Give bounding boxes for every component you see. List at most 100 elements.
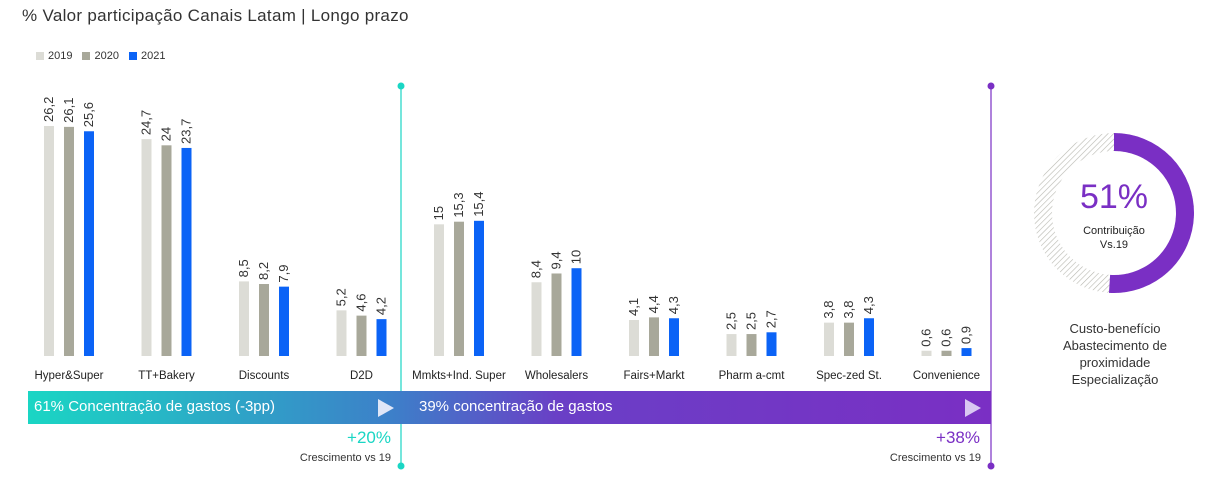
category-label-3: D2D xyxy=(350,370,373,382)
bar-2020-9 xyxy=(941,350,952,356)
data-label-2021-2: 7,9 xyxy=(276,265,291,283)
legend-swatch-2020 xyxy=(82,52,91,60)
bar-2020-7 xyxy=(746,334,757,356)
data-label-2021-1: 23,7 xyxy=(179,119,194,144)
bar-2021-1 xyxy=(181,147,192,356)
data-label-2021-7: 2,7 xyxy=(764,310,779,328)
chart-title: % Valor participação Canais Latam | Long… xyxy=(22,6,409,25)
data-label-2021-0: 25,6 xyxy=(81,102,96,127)
bar-2021-5 xyxy=(571,268,582,356)
teal-divider-bottom-dot xyxy=(397,462,405,470)
data-label-2021-9: 0,9 xyxy=(959,326,974,344)
data-label-2020-7: 2,5 xyxy=(744,312,759,330)
bar-2021-7 xyxy=(766,332,777,356)
donut-caption-line1: Contribuição xyxy=(1083,225,1145,237)
side-line-2: Abastecimento de xyxy=(1062,338,1168,353)
bar-2020-2 xyxy=(259,284,269,356)
growth-left-value: +20% xyxy=(347,428,391,447)
category-label-6: Fairs+Markt xyxy=(623,370,685,382)
data-label-2020-6: 4,4 xyxy=(646,295,661,313)
donut-value-arc xyxy=(1108,133,1194,293)
bar-2019-8 xyxy=(824,322,834,356)
band-right-text: 39% concentração de gastos xyxy=(419,398,613,415)
side-line-1: Custo-benefício xyxy=(1069,321,1161,336)
legend-swatch-2021 xyxy=(128,52,137,60)
bar-2021-0 xyxy=(84,131,94,356)
bar-2020-8 xyxy=(844,322,854,356)
side-line-3: proximidade xyxy=(1079,355,1151,370)
side-description: Custo-benefício Abastecimento de proximi… xyxy=(1030,320,1200,388)
data-label-2020-0: 26,1 xyxy=(61,98,76,123)
donut-caption-line2: Vs.19 xyxy=(1099,239,1129,251)
data-label-2019-4: 15 xyxy=(431,206,446,220)
growth-left-label: Crescimento vs 19 xyxy=(299,452,391,464)
legend-item-2019: 2019 xyxy=(36,50,72,62)
growth-right-value: +38% xyxy=(936,428,980,447)
band-gradient xyxy=(28,391,991,424)
data-label-2020-2: 8,2 xyxy=(256,262,271,280)
category-label-1: TT+Bakery xyxy=(138,370,195,382)
bar-2020-5 xyxy=(551,273,562,356)
bar-2021-8 xyxy=(864,318,874,356)
bar-2019-9 xyxy=(921,350,932,356)
legend-label-2020: 2020 xyxy=(94,50,119,62)
legend-label-2019: 2019 xyxy=(48,50,73,62)
bar-2019-5 xyxy=(531,282,542,356)
bar-2020-3 xyxy=(356,315,367,356)
category-label-9: Convenience xyxy=(913,370,980,382)
teal-divider-top-dot xyxy=(397,82,405,90)
category-label-5: Wholesalers xyxy=(525,370,589,382)
bar-2019-3 xyxy=(336,310,347,356)
bar-2020-0 xyxy=(64,126,74,356)
concentration-band xyxy=(28,391,991,424)
bar-2019-7 xyxy=(726,334,737,356)
bar-2020-4 xyxy=(454,221,464,356)
data-label-2020-8: 3,8 xyxy=(841,301,856,319)
data-label-2020-9: 0,6 xyxy=(939,329,954,347)
data-label-2020-5: 9,4 xyxy=(549,251,564,269)
data-label-2021-4: 15,4 xyxy=(471,191,486,216)
bar-2021-6 xyxy=(669,318,679,356)
legend-item-2021: 2021 xyxy=(128,50,166,62)
legend-swatch-2019 xyxy=(36,52,44,60)
donut-value: 51% xyxy=(1079,178,1149,216)
data-label-2021-8: 4,3 xyxy=(861,296,876,314)
data-label-2019-0: 26,2 xyxy=(41,97,56,122)
data-label-2021-5: 10 xyxy=(569,250,584,264)
data-label-2019-8: 3,8 xyxy=(821,301,836,319)
band-arrow-left xyxy=(378,399,394,417)
data-label-2020-3: 4,6 xyxy=(354,294,369,312)
data-label-2019-3: 5,2 xyxy=(334,288,349,306)
data-label-2020-4: 15,3 xyxy=(451,192,466,217)
bar-2019-0 xyxy=(44,126,54,356)
bar-2021-2 xyxy=(279,286,289,356)
category-label-7: Pharm a-cmt xyxy=(719,370,786,382)
data-label-2019-6: 4,1 xyxy=(626,298,641,316)
legend-label-2021: 2021 xyxy=(140,50,166,62)
bar-2019-2 xyxy=(239,281,249,356)
bar-2021-3 xyxy=(376,319,387,356)
bar-2019-6 xyxy=(629,320,639,356)
data-label-2019-2: 8,5 xyxy=(236,259,251,277)
data-label-2021-3: 4,2 xyxy=(374,297,389,315)
bar-2021-4 xyxy=(474,220,484,356)
category-label-4: Mmkts+Ind. Super xyxy=(412,370,506,382)
side-line-4: Especialização xyxy=(1071,372,1159,387)
bar-2020-1 xyxy=(161,145,172,356)
category-label-2: Discounts xyxy=(239,370,290,382)
growth-right-label: Crescimento vs 19 xyxy=(889,452,981,464)
category-label-0: Hyper&Super xyxy=(34,370,103,382)
bar-2019-4 xyxy=(434,224,444,356)
band-bar xyxy=(28,391,991,424)
data-label-2019-7: 2,5 xyxy=(724,312,739,330)
bar-2019-1 xyxy=(141,139,152,356)
contribution-donut xyxy=(1034,133,1194,293)
data-label-2021-6: 4,3 xyxy=(666,296,681,314)
purple-divider-top-dot xyxy=(987,82,995,90)
category-label-8: Spec-zed St. xyxy=(816,370,882,382)
bar-2020-6 xyxy=(649,317,659,356)
data-label-2019-5: 8,4 xyxy=(529,260,544,278)
band-left-text: 61% Concentração de gastos (-3pp) xyxy=(34,398,275,415)
donut-caption: Contribuição Vs.19 xyxy=(1034,224,1194,252)
band-arrow-right xyxy=(965,399,981,417)
